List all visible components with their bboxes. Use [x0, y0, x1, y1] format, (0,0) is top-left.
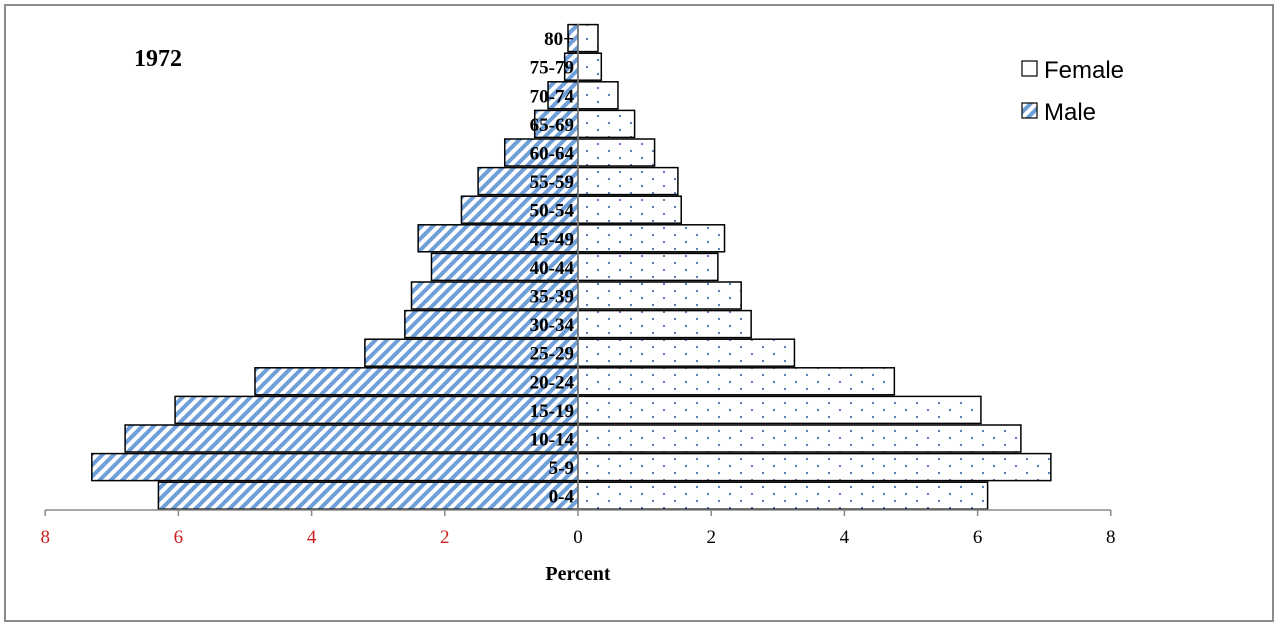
age-label-55-59: 55-59	[530, 172, 574, 193]
female-bar-50-54	[577, 195, 682, 224]
x-tick-label: 4	[307, 527, 317, 548]
age-label-20-24: 20-24	[530, 372, 575, 393]
male-bar-20-24	[254, 367, 579, 396]
male-bar-5-9	[91, 452, 579, 482]
x-tick-label: 6	[174, 527, 184, 548]
age-label-35-39: 35-39	[530, 287, 574, 308]
legend-swatch-female	[1021, 60, 1038, 77]
male-bar-15-19	[174, 395, 579, 425]
age-label-75-79: 75-79	[530, 58, 574, 79]
female-bar-60-64	[577, 138, 656, 167]
female-bars	[577, 23, 1052, 510]
chart-title: 1972	[134, 46, 182, 72]
age-label-10-14: 10-14	[530, 430, 575, 451]
x-axis-ticks: 8 6 4 2 0 2 4 6 8	[40, 510, 1116, 548]
x-tick-label: 0	[573, 527, 583, 548]
female-bar-15-19	[577, 395, 982, 425]
female-bar-5-9	[577, 452, 1052, 482]
male-bar-0-4	[157, 481, 579, 510]
male-bar-40-44	[430, 252, 579, 282]
male-bar-35-39	[410, 281, 579, 310]
male-bar-55-59	[477, 166, 579, 196]
female-bar-35-39	[577, 281, 742, 310]
female-bar-10-14	[577, 424, 1022, 453]
female-bar-65-69	[577, 109, 636, 139]
x-tick-label: 8	[1106, 527, 1116, 548]
age-label-60-64: 60-64	[530, 144, 575, 165]
age-label-0-4: 0-4	[549, 487, 575, 508]
age-label-5-9: 5-9	[549, 458, 574, 479]
x-tick-label: 2	[706, 527, 716, 548]
female-bar-75-79	[577, 52, 603, 81]
x-tick-label: 4	[840, 527, 850, 548]
legend-swatch-male	[1021, 102, 1038, 119]
x-tick-label: 8	[40, 527, 50, 548]
male-bar-60-64	[503, 138, 579, 167]
legend-label-male: Male	[1044, 99, 1096, 126]
age-label-65-69: 65-69	[530, 115, 574, 136]
female-bar-20-24	[577, 367, 896, 396]
male-bar-70-74	[547, 81, 579, 110]
female-bar-30-34	[577, 309, 752, 339]
x-tick-label: 2	[440, 527, 450, 548]
male-bars	[91, 23, 579, 510]
legend: Female Male	[1021, 57, 1124, 126]
female-bar-0-4	[577, 481, 989, 510]
age-label-25-29: 25-29	[530, 344, 574, 365]
x-axis-title: Percent	[545, 563, 610, 585]
age-label-70-74: 70-74	[530, 86, 575, 107]
legend-label-female: Female	[1044, 57, 1124, 84]
male-bar-50-54	[460, 195, 579, 224]
male-bar-25-29	[364, 338, 579, 367]
female-bar-25-29	[577, 338, 796, 367]
age-label-80+: 80+	[544, 29, 574, 50]
male-bar-45-49	[417, 224, 579, 253]
female-bar-70-74	[577, 81, 619, 110]
age-label-30-34: 30-34	[530, 315, 575, 336]
age-label-45-49: 45-49	[530, 229, 574, 250]
age-label-40-44: 40-44	[530, 258, 575, 279]
female-bar-55-59	[577, 166, 679, 196]
age-label-15-19: 15-19	[530, 401, 574, 422]
age-group-labels: 0-4 5-9 10-14 15-19 20-24 25-29 30-34 35-39 40-4…	[530, 29, 575, 508]
age-label-50-54: 50-54	[530, 201, 575, 222]
female-bar-80+	[577, 23, 599, 53]
female-bar-45-49	[577, 224, 726, 253]
x-tick-label: 6	[973, 527, 983, 548]
male-bar-10-14	[124, 424, 579, 453]
female-bar-40-44	[577, 252, 719, 282]
